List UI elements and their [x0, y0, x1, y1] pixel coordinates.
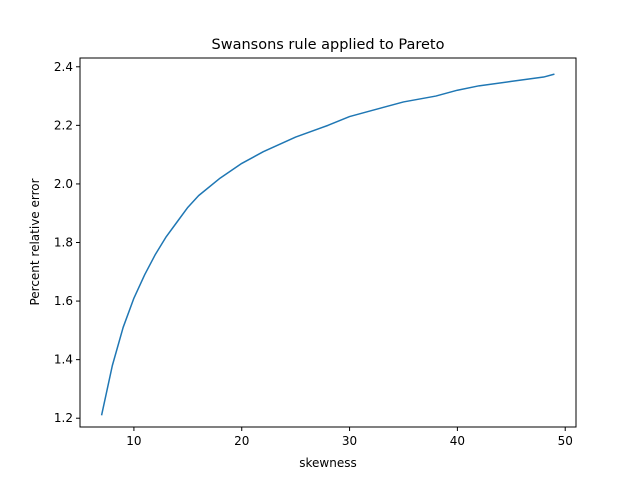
x-tick-label: 10	[126, 434, 141, 448]
x-tick-label: 20	[234, 434, 249, 448]
series-layer	[100, 73, 555, 416]
x-axis: 10 20 30 40 50	[126, 427, 573, 448]
y-tick-label: 1.4	[54, 353, 73, 367]
y-tick-label: 2.4	[54, 60, 73, 74]
y-tick-label: 2.2	[54, 118, 73, 132]
x-axis-label: skewness	[299, 456, 356, 470]
series-line	[100, 73, 555, 416]
y-axis: 1.2 1.4 1.6 1.8 2.0 2.2 2.4	[54, 60, 80, 425]
y-tick-label: 1.6	[54, 294, 73, 308]
y-axis-label: Percent relative error	[28, 178, 42, 305]
x-tick-label: 30	[342, 434, 357, 448]
y-tick-label: 1.2	[54, 411, 73, 425]
chart-title: Swansons rule applied to Pareto	[212, 37, 445, 53]
x-tick-label: 40	[450, 434, 465, 448]
y-tick-label: 1.8	[54, 236, 73, 250]
x-tick-label: 50	[558, 434, 573, 448]
y-tick-label: 2.0	[54, 177, 73, 191]
